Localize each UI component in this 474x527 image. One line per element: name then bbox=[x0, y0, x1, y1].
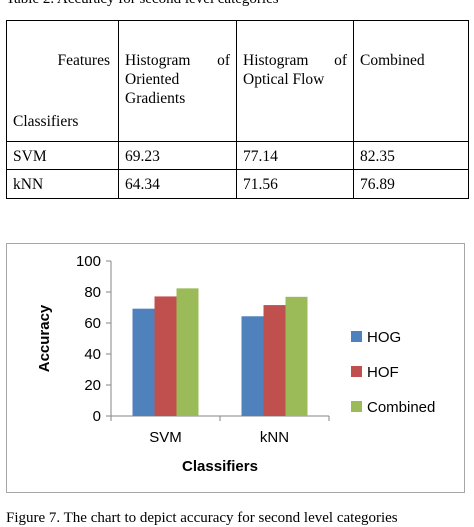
column-header-hog: Histogram of Oriented Gradients bbox=[118, 20, 237, 142]
x-tick-label: kNN bbox=[260, 429, 289, 446]
y-tick-label: 100 bbox=[76, 253, 101, 270]
table-row: SVM 69.23 77.14 82.35 bbox=[6, 141, 469, 170]
table-row: kNN 64.34 71.56 76.89 bbox=[6, 169, 469, 199]
table-cell: 71.56 bbox=[236, 169, 354, 199]
legend-label-hof: HOF bbox=[367, 364, 399, 381]
accuracy-table: Features Classifiers Histogram of Orient… bbox=[6, 20, 469, 199]
table-header-row: Features Classifiers Histogram of Orient… bbox=[6, 20, 469, 142]
legend-swatch-hof bbox=[351, 366, 362, 377]
table-cell: 76.89 bbox=[353, 169, 469, 199]
legend-label-hog: HOG bbox=[367, 329, 401, 346]
table-corner-cell: Features Classifiers bbox=[6, 20, 119, 142]
y-tick-label: 20 bbox=[84, 377, 101, 394]
table-cell: 77.14 bbox=[236, 141, 354, 170]
y-axis-title: Accuracy bbox=[36, 304, 53, 372]
accuracy-chart: 0 20 40 60 80 100 SVM kNN Classifiers Accuracy HOG… bbox=[6, 243, 465, 493]
column-header-combined: Combined bbox=[353, 20, 469, 142]
y-tick-label: 80 bbox=[84, 284, 101, 301]
table-cell: 64.34 bbox=[118, 169, 237, 199]
legend-label-combined: Combined bbox=[367, 399, 435, 416]
legend-swatch-combined bbox=[351, 401, 362, 412]
bar-combined-knn bbox=[285, 296, 308, 416]
y-tick-label: 40 bbox=[84, 346, 101, 363]
row-label: SVM bbox=[6, 141, 119, 170]
bar-hof-knn bbox=[263, 305, 286, 416]
y-tick-label: 0 bbox=[93, 408, 101, 425]
bar-hog-svm bbox=[132, 308, 155, 416]
legend-swatch-hog bbox=[351, 331, 362, 342]
table-cell: 82.35 bbox=[353, 141, 469, 170]
x-tick-label: SVM bbox=[149, 429, 182, 446]
column-header-hof: Histogram of Optical Flow bbox=[236, 20, 354, 142]
row-label: kNN bbox=[6, 169, 119, 199]
bar-hog-knn bbox=[241, 316, 264, 416]
table-cell: 69.23 bbox=[118, 141, 237, 170]
table-caption: Table 2. Accuracy for second level categ… bbox=[6, 0, 466, 8]
bar-combined-svm bbox=[176, 288, 199, 416]
x-axis-title: Classifiers bbox=[182, 458, 258, 475]
figure-caption: Figure 7. The chart to depict accuracy f… bbox=[6, 510, 398, 526]
bar-hof-svm bbox=[154, 296, 177, 416]
features-header: Features bbox=[57, 52, 110, 69]
y-tick-label: 60 bbox=[84, 315, 101, 332]
classifiers-header: Classifiers bbox=[13, 113, 79, 130]
